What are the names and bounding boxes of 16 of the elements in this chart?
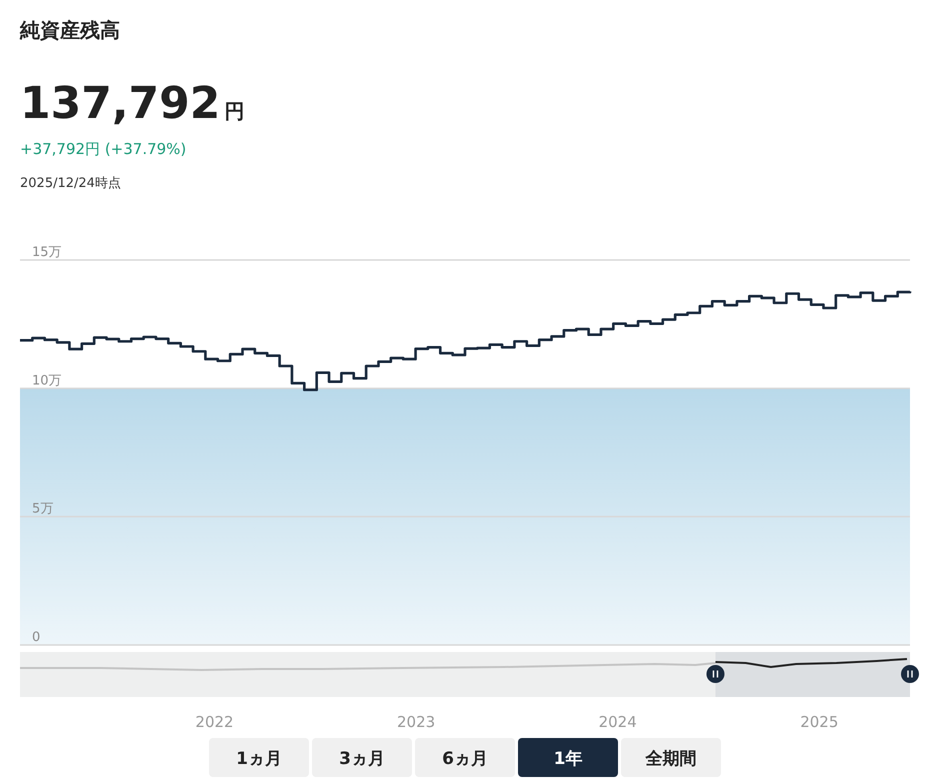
category-label: 全期間 xyxy=(644,749,696,769)
x-tick-label: 2024 xyxy=(598,713,637,731)
x-tick-label: 2025 xyxy=(800,713,838,731)
category-label: 1年 xyxy=(554,749,582,769)
chart-title: 純資産残高 xyxy=(19,18,120,42)
category-label: 6ヵ月 xyxy=(442,749,488,769)
x-tick-label: 2023 xyxy=(397,713,436,731)
category-label: 3ヵ月 xyxy=(339,749,385,769)
y-tick-label: 10万 xyxy=(32,373,62,388)
text: 2025/12/24時点 xyxy=(20,176,121,191)
y-tick-label: 0 xyxy=(32,630,40,645)
x-tick-label: 2022 xyxy=(195,713,234,731)
category-label: 1ヵ月 xyxy=(236,749,282,769)
y-tick-label: 15万 xyxy=(32,245,62,260)
text: +37,792円 (+37.79%) xyxy=(20,140,186,158)
y-tick-label: 5万 xyxy=(32,502,54,517)
